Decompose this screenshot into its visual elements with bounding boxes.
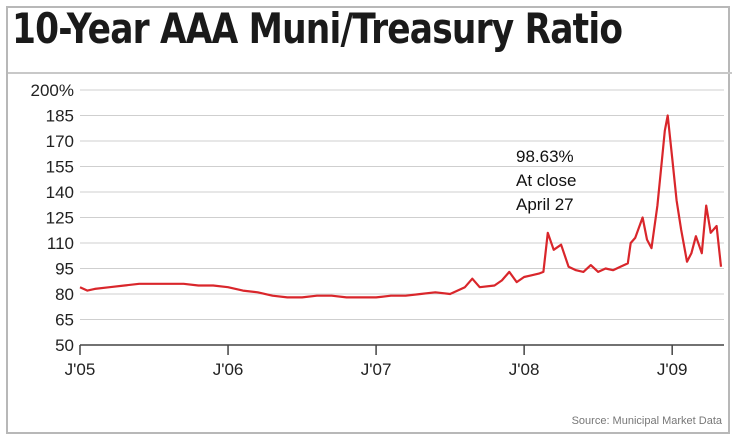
title-divider	[8, 72, 732, 74]
chart-frame	[6, 6, 730, 434]
x-tick-label: J'09	[657, 360, 688, 379]
y-tick-label: 140	[46, 183, 74, 202]
y-tick-label: 80	[55, 285, 74, 304]
y-tick-label: 200%	[31, 81, 74, 100]
grid-lines	[80, 89, 724, 346]
annotation-date: April 27	[516, 195, 574, 214]
y-tick-label: 170	[46, 132, 74, 151]
annotation-value: 98.63%	[516, 147, 574, 166]
x-tick-label: J'07	[361, 360, 392, 379]
x-tick-label: J'08	[509, 360, 540, 379]
x-axis: J'05 J'06 J'07 J'08 J'09	[65, 344, 724, 379]
y-axis-ticks: 200% 185 170 155 140 125 110 95 80 65 50	[31, 81, 74, 355]
chart-title: 10-Year AAA Muni/Treasury Ratio	[12, 4, 623, 53]
source-note: Source: Municipal Market Data	[572, 415, 723, 427]
y-tick-label: 95	[55, 260, 74, 279]
y-tick-label: 125	[46, 209, 74, 228]
data-lines	[79, 114, 723, 299]
y-tick-label: 65	[55, 311, 74, 330]
x-tick-label: J'05	[65, 360, 96, 379]
y-tick-label: 185	[46, 107, 74, 126]
y-tick-label: 110	[47, 234, 74, 253]
annotation: 98.63% At close April 27	[516, 147, 576, 214]
y-tick-label: 155	[46, 158, 74, 177]
x-tick-label: J'06	[213, 360, 244, 379]
y-tick-label: 50	[55, 336, 74, 355]
annotation-close: At close	[516, 171, 576, 190]
series-line	[79, 114, 723, 299]
